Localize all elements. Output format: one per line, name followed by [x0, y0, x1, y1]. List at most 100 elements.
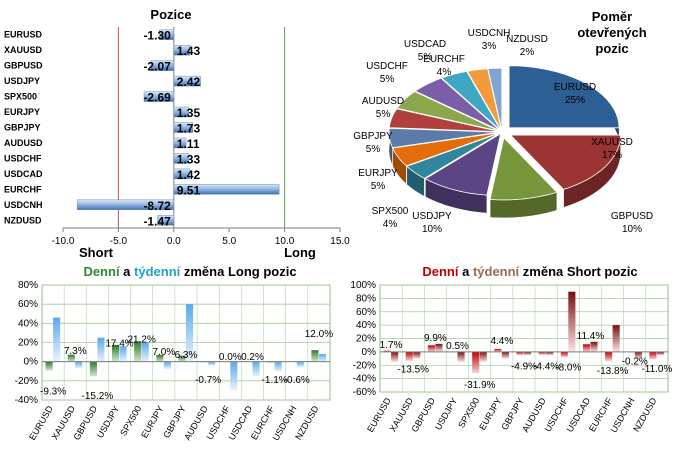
position-value-label: 9.51 — [177, 183, 201, 197]
weekly-change-bar — [501, 351, 509, 359]
change-value-label: 11.4% — [577, 331, 605, 342]
pie-slice-percent: 4% — [383, 219, 398, 230]
long-change-title: Denní a týdenní změna Long pozic — [83, 264, 296, 279]
position-value-label: 1.35 — [177, 106, 201, 120]
position-bar — [173, 122, 194, 133]
long-title-daily: Denní — [83, 264, 120, 279]
weekly-change-bar — [141, 342, 149, 362]
y-tick-label: 20% — [356, 334, 376, 345]
change-value-label: -1.1% — [262, 375, 288, 386]
pie-slice-name: EURUSD — [554, 82, 596, 93]
pie-slice — [414, 77, 501, 131]
change-value-label: -4.9% — [511, 361, 537, 372]
position-bar — [76, 199, 175, 211]
daily-change-bar — [156, 354, 164, 362]
x-tick-label: 0.0 — [167, 236, 181, 247]
weekly-change-bar — [318, 354, 327, 362]
pie-slice — [392, 132, 500, 167]
change-value-label: 7.0% — [152, 347, 175, 358]
weekly-change-bar — [546, 351, 554, 356]
ratio-pie-chart: Poměr otevřených pozic EURUSD 25% XAUUSD 17… — [353, 9, 653, 235]
change-value-label: -0.7% — [195, 375, 221, 386]
daily-change-bar — [605, 351, 613, 362]
change-value-label: -9.3% — [40, 386, 66, 397]
position-bar — [173, 75, 201, 87]
daily-change-bar — [405, 351, 413, 361]
pie-slice-percent: 10% — [622, 224, 642, 235]
x-tick-label: 10.0 — [275, 236, 295, 247]
position-value-label: 2.42 — [177, 75, 201, 89]
pie-slice — [508, 65, 620, 129]
position-value-label: 1.42 — [177, 168, 201, 182]
category-label: USDCNH — [4, 200, 43, 210]
y-tick-label: 20% — [18, 338, 38, 349]
y-tick-label: 80% — [18, 280, 38, 291]
pie-slice-percent: 25% — [565, 95, 585, 106]
y-tick-label: -20% — [15, 376, 38, 387]
category-label: AUDUSD — [4, 138, 43, 148]
pie-slice-name: AUDUSD — [362, 96, 404, 107]
change-value-label: -11.0% — [641, 364, 672, 375]
positions-chart: Pozice -10.0 -5.0 0.0 5.0 10.0 15.0 EURUSD -1.3… — [4, 7, 350, 260]
change-value-label: -13.5% — [397, 365, 429, 376]
category-label: GBPUSD — [4, 61, 43, 71]
weekly-change-bar — [457, 351, 465, 362]
pie-slice — [487, 67, 503, 131]
daily-change-bar — [427, 345, 435, 352]
position-bar — [157, 215, 175, 226]
daily-change-bar — [582, 344, 591, 352]
category-label: USDCHF — [4, 153, 42, 163]
daily-change-bar — [311, 350, 319, 362]
weekly-change-bar — [274, 361, 282, 372]
weekly-change-bar — [656, 351, 665, 356]
change-value-label: -8.0% — [555, 363, 581, 374]
x-tick-label: -5.0 — [110, 236, 128, 247]
change-value-label: 1.7% — [380, 340, 403, 351]
y-tick-label: 40% — [18, 318, 38, 329]
long-title-and: a — [120, 264, 134, 279]
position-value-label: -8.72 — [143, 199, 171, 213]
category-label: USDCAD — [4, 169, 43, 179]
pie-slice — [388, 108, 500, 132]
weekly-change-bar — [590, 341, 598, 352]
weekly-change-bar — [634, 351, 642, 359]
change-value-label: 21.2% — [128, 335, 156, 346]
pie-slice-name: EURJPY — [358, 168, 398, 179]
pie-slice-name: NZDUSD — [506, 34, 548, 45]
change-value-label: 4.4% — [490, 336, 513, 347]
category-label: XAUUSD — [4, 45, 43, 55]
pie-slice-percent: 4% — [437, 67, 452, 78]
weekly-change-bar — [53, 317, 61, 362]
weekly-change-bar — [163, 361, 171, 370]
pie-title-line1: Poměr — [592, 9, 632, 24]
change-value-label: -13.8% — [597, 366, 629, 377]
change-value-label: 0.2% — [241, 352, 264, 363]
category-label: EURJPY — [4, 107, 40, 117]
weekly-change-bar — [97, 337, 105, 362]
pie-slice-percent: 5% — [418, 52, 433, 63]
long-title-rest: změna Long pozic — [180, 264, 296, 279]
pie-slice-percent: 17% — [602, 150, 622, 161]
pie-slice-name: USDCAD — [404, 39, 446, 50]
weekly-change-bar — [208, 361, 216, 366]
pie-slice-name: SPX500 — [372, 206, 409, 217]
weekly-change-bar — [612, 325, 620, 352]
pie-slice-percent: 5% — [366, 144, 381, 155]
short-change-chart: Denní a týdenní změna Short pozic -60% -4… — [350, 264, 672, 434]
short-title-rest: změna Short pozic — [519, 264, 637, 279]
short-title-and: a — [458, 264, 472, 279]
category-label: NZDUSD — [4, 215, 42, 225]
pie-slice-name: USDCNH — [468, 28, 511, 39]
y-tick-label: 60% — [356, 307, 376, 318]
long-title-weekly: týdenní — [134, 264, 181, 279]
change-value-label: 17.4% — [105, 339, 133, 350]
long-label: Long — [284, 245, 316, 260]
pie-slice — [388, 127, 500, 149]
y-tick-label: 80% — [356, 293, 376, 304]
category-label: EURCHF — [4, 184, 42, 194]
position-bar — [173, 184, 280, 195]
pie-slice — [396, 91, 500, 132]
daily-change-bar — [472, 351, 480, 374]
position-bar — [173, 44, 190, 56]
pie-slice-name: GBPJPY — [353, 131, 393, 142]
